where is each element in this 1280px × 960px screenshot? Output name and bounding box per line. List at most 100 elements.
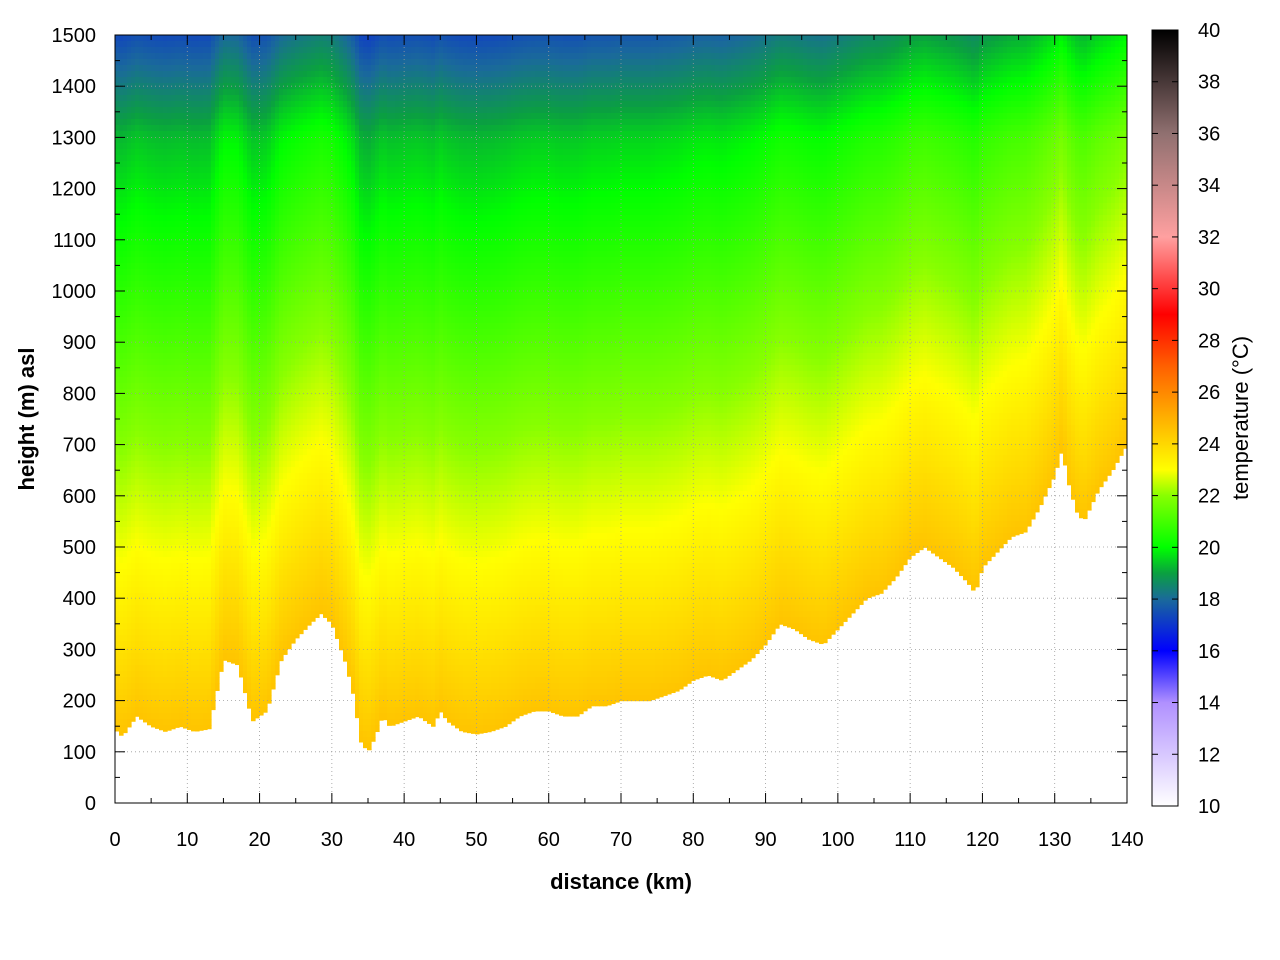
temperature-cell: [179, 455, 184, 462]
temperature-cell: [231, 587, 236, 594]
temperature-cell: [175, 563, 180, 570]
temperature-cell: [131, 65, 136, 72]
temperature-cell: [279, 365, 284, 372]
temperature-cell: [159, 551, 164, 558]
temperature-cell: [275, 533, 280, 540]
temperature-cell: [127, 587, 132, 594]
temperature-cell: [191, 173, 196, 180]
temperature-cell: [135, 317, 140, 324]
temperature-cell: [275, 329, 280, 336]
temperature-cell: [259, 281, 264, 288]
temperature-cell: [143, 497, 148, 504]
temperature-cell: [139, 443, 144, 450]
temperature-cell: [211, 587, 216, 594]
temperature-cell: [239, 71, 244, 78]
temperature-cell: [203, 359, 208, 366]
temperature-cell: [279, 437, 284, 444]
temperature-cell: [175, 173, 180, 180]
temperature-cell: [139, 305, 144, 312]
temperature-cell: [215, 419, 220, 426]
temperature-cell: [287, 359, 292, 366]
temperature-cell: [271, 179, 276, 186]
temperature-cell: [127, 491, 132, 498]
temperature-cell: [271, 95, 276, 102]
temperature-cell: [191, 347, 196, 354]
temperature-cell: [267, 143, 272, 150]
temperature-cell: [199, 407, 204, 414]
temperature-cell: [167, 149, 172, 156]
temperature-cell: [255, 89, 260, 96]
temperature-cell: [227, 41, 232, 48]
temperature-cell: [283, 257, 288, 264]
temperature-cell: [183, 425, 188, 432]
temperature-cell: [287, 281, 292, 288]
temperature-cell: [175, 629, 180, 636]
temperature-cell: [163, 215, 168, 222]
temperature-cell: [251, 377, 256, 384]
temperature-cell: [175, 593, 180, 600]
temperature-cell: [115, 563, 120, 570]
temperature-cell: [235, 539, 240, 546]
temperature-cell: [199, 293, 204, 300]
temperature-cell: [275, 371, 280, 378]
temperature-cell: [123, 479, 128, 486]
temperature-cell: [151, 125, 156, 132]
temperature-cell: [183, 497, 188, 504]
temperature-cell: [179, 77, 184, 84]
temperature-cell: [267, 593, 272, 600]
temperature-cell: [115, 119, 120, 126]
temperature-cell: [283, 281, 288, 288]
temperature-cell: [175, 65, 180, 72]
temperature-cell: [247, 683, 252, 690]
temperature-cell: [119, 719, 124, 726]
temperature-cell: [243, 617, 248, 624]
temperature-cell: [159, 47, 164, 54]
temperature-cell: [259, 617, 264, 624]
temperature-cell: [219, 647, 224, 654]
temperature-cell: [155, 605, 160, 612]
temperature-cell: [239, 41, 244, 48]
temperature-cell: [195, 557, 200, 564]
temperature-cell: [187, 215, 192, 222]
temperature-cell: [235, 503, 240, 510]
temperature-cell: [259, 101, 264, 108]
temperature-cell: [211, 335, 216, 342]
temperature-cell: [151, 227, 156, 234]
temperature-cell: [239, 473, 244, 480]
temperature-cell: [167, 461, 172, 468]
temperature-cell: [159, 425, 164, 432]
temperature-cell: [131, 251, 136, 258]
temperature-cell: [127, 149, 132, 156]
temperature-cell: [131, 647, 136, 654]
temperature-cell: [207, 53, 212, 60]
temperature-cell: [251, 209, 256, 216]
temperature-cell: [219, 245, 224, 252]
temperature-cell: [219, 221, 224, 228]
temperature-cell: [115, 263, 120, 270]
temperature-cell: [135, 89, 140, 96]
temperature-cell: [147, 53, 152, 60]
temperature-cell: [155, 101, 160, 108]
temperature-cell: [275, 293, 280, 300]
temperature-cell: [275, 143, 280, 150]
temperature-cell: [147, 149, 152, 156]
temperature-cell: [155, 113, 160, 120]
temperature-cell: [139, 551, 144, 558]
temperature-cell: [179, 305, 184, 312]
temperature-cell: [179, 581, 184, 588]
temperature-cell: [131, 167, 136, 174]
temperature-cell: [231, 41, 236, 48]
temperature-cell: [231, 71, 236, 78]
temperature-cell: [159, 725, 164, 730]
temperature-cell: [251, 401, 256, 408]
temperature-cell: [163, 89, 168, 96]
temperature-cell: [263, 509, 268, 516]
temperature-cell: [287, 251, 292, 258]
temperature-cell: [135, 527, 140, 534]
temperature-cell: [139, 65, 144, 72]
temperature-cell: [147, 101, 152, 108]
temperature-cell: [215, 191, 220, 198]
temperature-cell: [179, 107, 184, 114]
temperature-cell: [251, 89, 256, 96]
temperature-cell: [151, 65, 156, 72]
